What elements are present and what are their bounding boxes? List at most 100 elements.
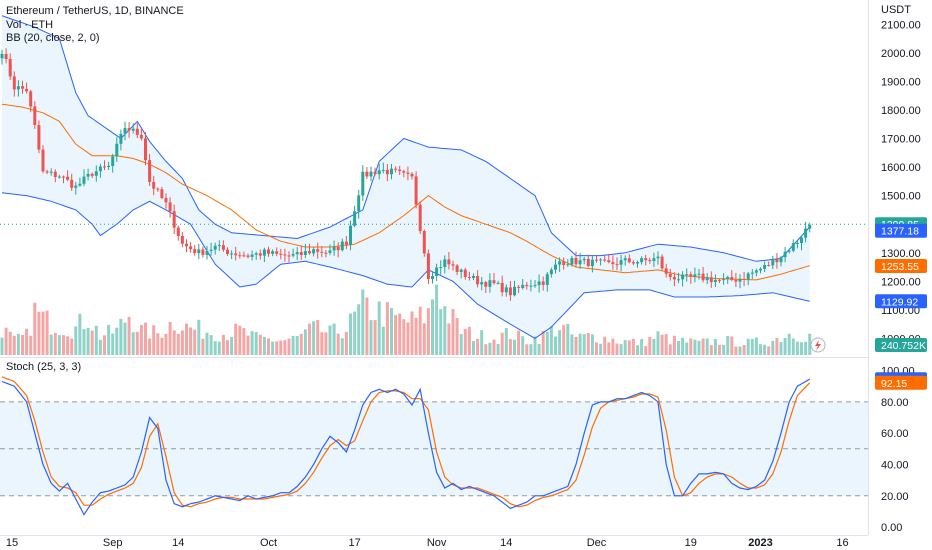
candle-body (115, 143, 119, 157)
candle-body (246, 255, 250, 257)
volume-bar (25, 328, 29, 355)
candle-body (49, 171, 53, 173)
candle-body (791, 243, 795, 251)
time-tick-label: 2023 (748, 537, 772, 549)
volume-bar (672, 335, 676, 355)
volume-bar (254, 332, 258, 355)
candle-body (541, 281, 545, 285)
volume-bar (718, 344, 721, 355)
candle-body (726, 277, 730, 280)
candle (607, 253, 611, 264)
volume-bar (201, 338, 205, 355)
candle-body (135, 128, 139, 135)
candle-body (582, 258, 586, 261)
candle (541, 276, 545, 291)
candle (800, 235, 803, 251)
volume-bar (504, 328, 508, 355)
candle-body (144, 138, 147, 161)
volume-bar (332, 323, 336, 355)
candle (623, 255, 627, 266)
volume-bar (545, 331, 549, 355)
candle-body (353, 211, 357, 226)
candle-body (299, 252, 303, 255)
bb-lower-tag-bg (875, 294, 927, 309)
stochastic-legend: Stoch (25, 3, 3) (6, 361, 82, 373)
candle-body (521, 284, 525, 288)
candle-body (291, 254, 295, 256)
chart-title: Ethereum / TetherUS, 1D, BINANCE (6, 5, 184, 17)
volume-bar (595, 342, 598, 355)
volume-bar (754, 337, 758, 355)
candle-body (344, 241, 348, 245)
candle (21, 80, 24, 94)
candle-body (418, 204, 422, 231)
candle (521, 279, 525, 290)
candle (508, 281, 512, 301)
candle-body (103, 166, 106, 168)
volume-bar (472, 340, 475, 355)
volume-bar (418, 306, 422, 355)
lightning-icon[interactable] (810, 337, 826, 353)
candle (369, 166, 373, 182)
candle (131, 123, 135, 134)
candle (41, 145, 45, 174)
volume-bar (119, 318, 123, 355)
candle-body (742, 278, 746, 280)
candle-body (340, 241, 344, 251)
candle (340, 238, 344, 252)
candle-body (205, 251, 209, 255)
candle-body (164, 198, 168, 203)
volume-bar (127, 316, 131, 355)
candle-body (615, 264, 619, 266)
volume-bar (62, 335, 65, 355)
candle (463, 267, 467, 280)
candle (156, 187, 160, 192)
price-tick-label: 2000.00 (881, 48, 921, 60)
candle-body (0, 54, 4, 59)
price-axis-unit: USDT (881, 4, 911, 16)
candle-body (406, 172, 410, 174)
candle (279, 248, 283, 260)
candle (619, 254, 623, 272)
candle-body (668, 273, 672, 277)
volume-bar (570, 334, 574, 355)
candle-body (172, 211, 176, 228)
candle (365, 167, 369, 179)
candle (303, 243, 307, 258)
price-tick-label: 1700.00 (881, 134, 921, 146)
candle-body (185, 243, 188, 247)
candle (693, 267, 697, 283)
candle (730, 270, 734, 282)
candle-body (336, 246, 340, 251)
candle (672, 272, 676, 287)
candle-body (86, 173, 90, 177)
candle (115, 137, 119, 162)
candle-body (713, 279, 717, 283)
volume-bar (33, 302, 37, 355)
volume-bar (521, 336, 525, 355)
bb-upper-tag-text: 1377.18 (881, 226, 919, 238)
bb-basis-tag: 1253.55 (875, 259, 927, 273)
candle (570, 255, 574, 267)
candle-body (476, 276, 480, 285)
candle-body (197, 249, 201, 254)
volume-bar (94, 325, 98, 355)
candle-body (648, 260, 652, 262)
volume-bar (558, 330, 562, 355)
volume-bar (455, 318, 459, 355)
volume-bar (74, 326, 78, 355)
volume-bar (353, 311, 357, 355)
candle-body (316, 249, 320, 252)
candle-body (775, 259, 779, 263)
volume-bar (627, 340, 631, 355)
candle-body (385, 169, 389, 175)
candle (275, 247, 279, 257)
candle-body (660, 256, 664, 269)
candle (312, 247, 316, 257)
candle-body (41, 149, 45, 172)
price-tick-label: 1800.00 (881, 105, 921, 117)
candle-body (599, 259, 603, 261)
lightning-icon-bolt (815, 340, 821, 351)
candle (664, 263, 668, 278)
